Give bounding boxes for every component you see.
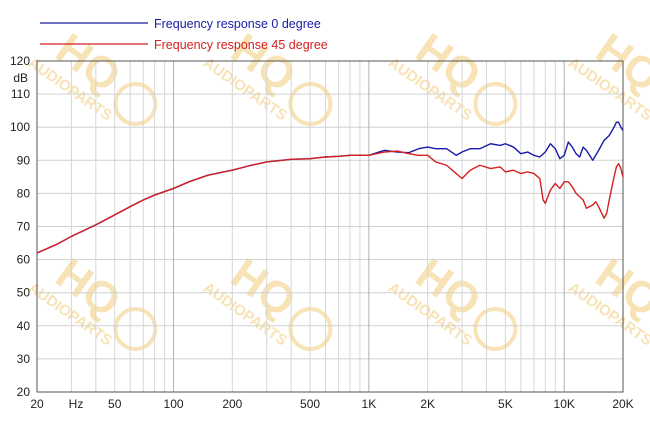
y-tick-label: 70 bbox=[17, 220, 31, 234]
y-tick-label: 90 bbox=[17, 153, 31, 167]
series-layer bbox=[36, 121, 624, 254]
x-tick-label: 50 bbox=[108, 397, 122, 411]
y-tick-label: 20 bbox=[17, 385, 31, 399]
x-tick-label: 2K bbox=[420, 397, 435, 411]
x-tick-label: 5K bbox=[498, 397, 513, 411]
y-tick-label: 50 bbox=[17, 286, 31, 300]
y-axis-tick-labels: 20 30 40 50 60 70 80 90 100 110 120 bbox=[10, 54, 30, 399]
x-tick-label: 200 bbox=[222, 397, 242, 411]
x-tick-label: 20K bbox=[612, 397, 633, 411]
x-tick-label: 100 bbox=[164, 397, 184, 411]
x-axis-tick-labels: 20 50 100 200 500 1K 2K 5K 10K 20K Hz bbox=[30, 397, 633, 411]
x-tick-label: 1K bbox=[362, 397, 377, 411]
legend: Frequency response 0 degree Frequency re… bbox=[40, 17, 328, 52]
y-tick-label: 100 bbox=[10, 120, 30, 134]
series-line-45-degree bbox=[36, 150, 624, 254]
x-tick-label: 20 bbox=[30, 397, 44, 411]
plot-frame bbox=[36, 60, 624, 393]
y-tick-label: 80 bbox=[17, 186, 31, 200]
y-tick-label: 110 bbox=[11, 87, 30, 101]
x-tick-label: 500 bbox=[300, 397, 320, 411]
legend-label-45-degree: Frequency response 45 degree bbox=[154, 38, 328, 52]
y-axis-unit-label: dB bbox=[13, 71, 28, 85]
legend-label-0-degree: Frequency response 0 degree bbox=[154, 17, 321, 31]
y-tick-label: 30 bbox=[17, 352, 31, 366]
x-tick-label: 10K bbox=[554, 397, 575, 411]
grid-lines bbox=[36, 60, 624, 393]
series-line-0-degree bbox=[36, 121, 624, 254]
y-tick-label: 120 bbox=[10, 54, 30, 68]
y-tick-label: 40 bbox=[17, 319, 31, 333]
x-axis-unit-label: Hz bbox=[69, 397, 84, 411]
y-tick-label: 60 bbox=[17, 253, 31, 267]
